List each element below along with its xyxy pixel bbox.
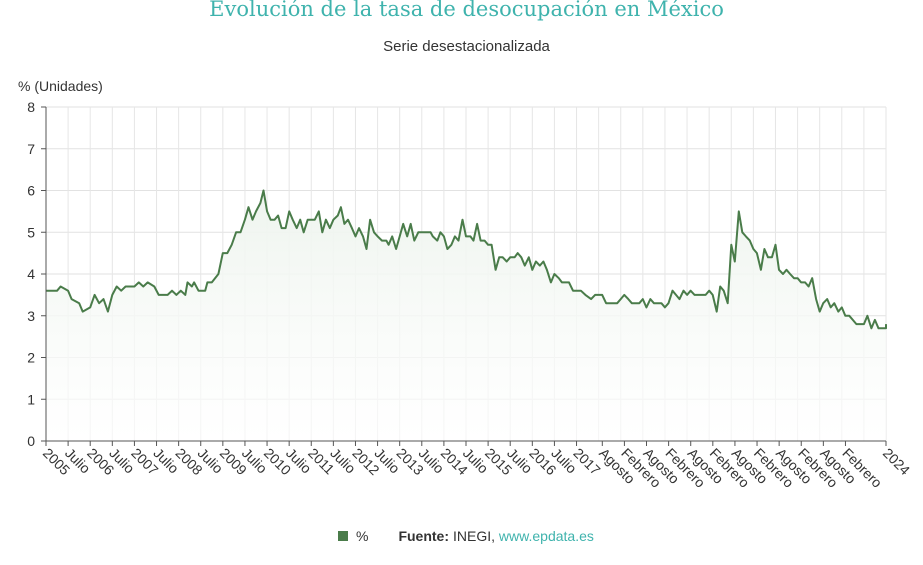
series-area <box>46 190 886 441</box>
y-tick-label: 4 <box>27 266 35 282</box>
y-tick-label: 8 <box>27 99 35 115</box>
y-tick-label: 7 <box>27 141 35 157</box>
y-tick-label: 2 <box>27 350 35 366</box>
legend: % Fuente: INEGI, www.epdata.es <box>338 528 594 544</box>
chart-subtitle: Serie desestacionalizada <box>383 38 550 55</box>
y-tick-label: 1 <box>27 391 35 407</box>
y-tick-label: 5 <box>27 224 35 240</box>
source-text: INEGI, <box>453 528 496 544</box>
y-axis-label: % (Unidades) <box>18 78 103 94</box>
series-line <box>46 189 887 330</box>
legend-swatch[interactable] <box>338 531 348 541</box>
x-tick-label: 2024 <box>880 445 913 478</box>
chart-title: Evolución de la tasa de desocupación en … <box>209 0 724 21</box>
y-tick-label: 6 <box>27 183 35 199</box>
y-tick-label: 0 <box>27 433 35 449</box>
source-label: Fuente: <box>398 528 450 544</box>
y-tick-label: 3 <box>27 308 35 324</box>
source-link[interactable]: www.epdata.es <box>498 528 594 544</box>
legend-label[interactable]: % <box>356 528 369 544</box>
